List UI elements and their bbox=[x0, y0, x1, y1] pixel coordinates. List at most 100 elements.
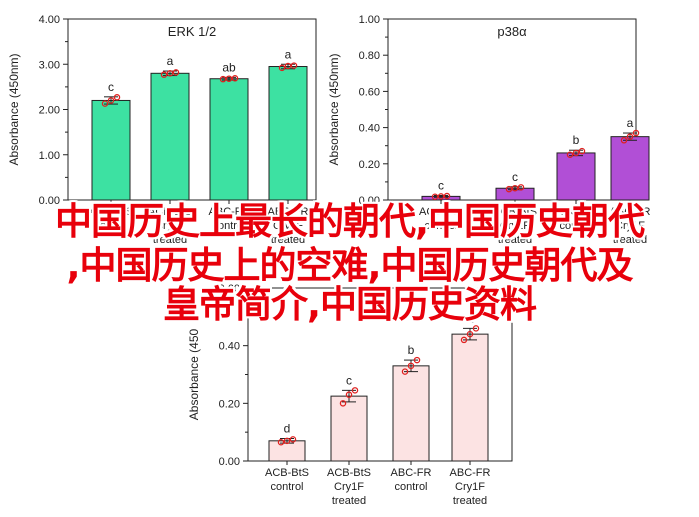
chart3-data-point bbox=[351, 387, 359, 394]
chart1-data-point bbox=[219, 75, 227, 83]
chart3-y-tick-label: 0.20 bbox=[219, 398, 240, 410]
chart1-data-point bbox=[290, 62, 298, 69]
chart3-data-point bbox=[345, 391, 353, 398]
chart2-y-tick-label: 0.80 bbox=[359, 50, 380, 62]
chart1-data-point bbox=[278, 64, 286, 72]
chart2-x-tick-label: treated bbox=[498, 234, 532, 246]
chart2-data-point bbox=[566, 151, 574, 158]
chart2-significance-letter: a bbox=[627, 116, 634, 130]
chart3-x-tick-label: treated bbox=[453, 495, 487, 507]
chart1-bar bbox=[91, 99, 131, 201]
chart1-x-tick-label: treated bbox=[153, 234, 187, 246]
chart2-x-tick-label: Cry1F bbox=[500, 220, 530, 232]
chart3-x-tick-label: Cry1F bbox=[455, 481, 485, 493]
chart3-data-point bbox=[460, 336, 468, 344]
chart1-data-point bbox=[225, 75, 233, 82]
chart1-bar bbox=[150, 72, 190, 201]
chart1-data-point bbox=[101, 100, 109, 107]
chart3-data-point bbox=[407, 362, 415, 370]
chart3-data-point bbox=[466, 330, 474, 338]
chart3-x-tick-label: ACB-BtS bbox=[265, 467, 309, 479]
chart3-x-tick-label: control bbox=[394, 481, 427, 493]
chart1-bar bbox=[209, 78, 249, 201]
chart1-x-tick-label: ABC-FR bbox=[209, 206, 250, 218]
chart1-y-tick-label: 4.00 bbox=[39, 14, 60, 26]
chart1-significance-letter: c bbox=[108, 80, 114, 94]
chart3-data-point bbox=[289, 436, 297, 443]
chart1-significance-letter: ab bbox=[222, 60, 236, 74]
chart1-x-tick-label: control bbox=[94, 220, 127, 232]
chart2-data-point bbox=[511, 184, 519, 192]
chart3-significance-letter: b bbox=[408, 343, 415, 357]
chart2-x-tick-label: ABC-FR bbox=[556, 206, 597, 218]
chart1-y-tick-label: 1.00 bbox=[39, 150, 60, 162]
chart1-x-tick-label: ABC-FR bbox=[268, 206, 309, 218]
chart3-x-tick-label: ABC-FR bbox=[391, 467, 432, 479]
chart1-data-point bbox=[231, 75, 239, 82]
chart2-y-tick-label: 0.60 bbox=[359, 86, 380, 98]
chart3-data-point bbox=[339, 400, 347, 407]
chart2-data-point bbox=[572, 149, 580, 157]
chart3-x-tick-label: ACB-BtS bbox=[327, 467, 371, 479]
chart2-data-point bbox=[443, 192, 451, 200]
chart1-x-tick-label: Cry1F bbox=[155, 220, 185, 232]
chart2-data-point bbox=[437, 193, 445, 200]
chart1-data-point bbox=[107, 97, 115, 104]
chart3-data-point bbox=[277, 439, 285, 446]
chart3-data-point bbox=[401, 368, 409, 375]
chart2-y-tick-label: 0.00 bbox=[359, 195, 380, 207]
chart1-x-tick-label: ACB-BtS bbox=[89, 206, 133, 218]
chart1-data-point bbox=[284, 62, 292, 70]
chart1-y-tick-label: 2.00 bbox=[39, 105, 60, 117]
chart3-y-tick-label: 0.60 bbox=[219, 283, 240, 295]
chart2-data-point bbox=[626, 133, 634, 140]
chart2-data-point bbox=[578, 147, 586, 155]
chart3-x-tick-label: ABC-FR bbox=[450, 467, 491, 479]
chart3-bar bbox=[451, 333, 489, 462]
chart2-x-tick-label: treated bbox=[613, 234, 647, 246]
chart2-data-point bbox=[517, 184, 525, 191]
chart2-data-point bbox=[431, 193, 439, 200]
chart1-data-point bbox=[166, 70, 174, 77]
chart2-significance-letter: c bbox=[438, 178, 444, 192]
chart2-significance-letter: c bbox=[512, 170, 518, 184]
chart1-significance-letter: a bbox=[285, 47, 292, 61]
overlay-line-2: ,中国历史上的空难,中国历史朝代及 bbox=[66, 244, 633, 287]
chart2-data-point bbox=[505, 185, 513, 193]
chart1-y-tick-label: 0.00 bbox=[39, 195, 60, 207]
chart3-significance-letter: c bbox=[346, 373, 352, 387]
overlay-line-3: 皇帝简介,中国历史资料 bbox=[162, 283, 537, 326]
chart1-title: ERK 1/2 bbox=[168, 24, 216, 39]
chart3-x-tick-label: treated bbox=[332, 495, 366, 507]
chart1-y-tick-label: 3.00 bbox=[39, 59, 60, 71]
chart3-x-tick-label: Cry1F bbox=[334, 481, 364, 493]
chart2-y-tick-label: 1.00 bbox=[359, 14, 380, 26]
chart3-bar bbox=[392, 365, 430, 462]
chart1-x-tick-label: ACB-BtS bbox=[148, 206, 192, 218]
chart1-bar bbox=[268, 66, 308, 201]
chart3-significance-letter: d bbox=[284, 422, 291, 436]
chart1-data-point bbox=[172, 69, 180, 76]
chart2-x-tick-label: control bbox=[424, 220, 457, 232]
chart3-data-point bbox=[283, 437, 291, 445]
chart1-x-tick-label: control bbox=[212, 220, 245, 232]
chart1-x-tick-label: treated bbox=[271, 234, 305, 246]
chart2-bar bbox=[610, 136, 650, 201]
chart1-data-point bbox=[160, 71, 168, 78]
chart2-y-tick-label: 0.40 bbox=[359, 123, 380, 135]
chart2-x-tick-label: control bbox=[559, 220, 592, 232]
chart2-bar bbox=[556, 152, 596, 201]
chart2-x-tick-label: ACB-BtS bbox=[419, 206, 463, 218]
chart3-significance-letter: a bbox=[467, 311, 474, 325]
chart2-x-tick-label: ACB-BtS bbox=[493, 206, 537, 218]
chart3-x-tick-label: control bbox=[270, 481, 303, 493]
chart1-data-point bbox=[113, 94, 121, 101]
chart2-y-tick-label: 0.20 bbox=[359, 159, 380, 171]
chart2-data-point bbox=[620, 137, 628, 144]
chart3-data-point bbox=[413, 356, 421, 364]
chart2-significance-letter: b bbox=[573, 133, 580, 147]
chart1-x-tick-label: Cry1F bbox=[273, 220, 303, 232]
chart2-x-tick-label: ABC-FR bbox=[610, 206, 651, 218]
chart1-y-axis-label: Absorbance (450nm) bbox=[7, 53, 21, 165]
